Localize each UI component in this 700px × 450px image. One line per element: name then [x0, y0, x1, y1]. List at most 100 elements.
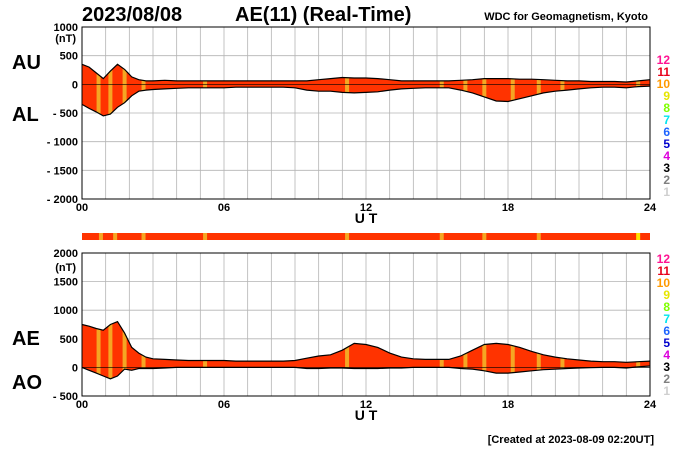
strip-base [82, 233, 650, 240]
x-tick-label: 24 [644, 202, 657, 214]
legend-level-8: 8 [663, 101, 670, 115]
highlight-band [141, 321, 146, 379]
highlight-band [439, 321, 444, 379]
y-unit-label: (nT) [55, 33, 76, 45]
legend-level-4: 4 [663, 348, 670, 362]
highlight-band [345, 321, 350, 379]
series-line-ae [81, 320, 651, 363]
strip-mark [113, 233, 118, 240]
plot-frame [81, 26, 651, 200]
highlight-band [345, 64, 350, 116]
highlight-band [560, 321, 565, 379]
series-line-au [81, 63, 651, 83]
legend-level-6: 6 [663, 324, 670, 338]
legend-level-7: 7 [663, 113, 670, 127]
al-series-label: AL [12, 104, 39, 126]
y-tick-label: 1000 [54, 22, 78, 34]
y-unit-label: (nT) [55, 262, 76, 274]
x-axis-label: U T [355, 407, 378, 423]
highlight-band [463, 321, 468, 379]
legend-level-9: 9 [663, 89, 670, 103]
y-tick-label: - 500 [53, 108, 78, 120]
legend-level-2: 2 [663, 372, 670, 386]
legend-level-1: 1 [663, 384, 670, 398]
highlight-band [108, 64, 113, 116]
strip-mark [98, 233, 103, 240]
x-axis-label: U T [355, 210, 378, 226]
ae-series-label: AE [12, 328, 40, 350]
y-tick-label: 1500 [54, 277, 78, 289]
y-tick-label: - 2000 [47, 194, 78, 206]
highlight-band [482, 64, 487, 116]
x-tick-label: 12 [360, 399, 372, 411]
y-tick-label: 0 [72, 362, 78, 374]
legend-level-9: 9 [663, 288, 670, 302]
y-tick-label: - 500 [53, 391, 78, 403]
strip-mark [636, 233, 641, 240]
au-series-label: AU [12, 52, 41, 74]
legend-level-2: 2 [663, 173, 670, 187]
ae-ao-panel: 2000 1500 1000 500 0 - 500 (nT) 00 06 12 18 24 U T [53, 248, 657, 423]
legend-level-10: 10 [657, 276, 671, 290]
activity-level-strip [82, 233, 650, 240]
y-tick-label: - 1000 [47, 137, 78, 149]
strip-mark [203, 233, 208, 240]
legend-level-5: 5 [663, 336, 670, 350]
highlight-band [510, 64, 515, 116]
legend-level-8: 8 [663, 300, 670, 314]
strip-mark [345, 233, 350, 240]
x-tick-label: 06 [218, 202, 230, 214]
legend-level-11: 11 [657, 264, 670, 278]
highlight-band [96, 321, 101, 379]
created-timestamp: [Created at 2023-08-09 02:20UT] [487, 434, 654, 446]
series-line-ao [81, 365, 651, 380]
y-tick-label: 500 [60, 51, 78, 63]
chart-title: AE(11) (Real-Time) [235, 4, 412, 26]
strip-mark [439, 233, 444, 240]
highlight-band [636, 321, 641, 379]
legend-level-3: 3 [663, 161, 670, 175]
x-tick-label: 18 [502, 399, 514, 411]
date-label: 2023/08/08 [82, 4, 183, 26]
highlight-band [510, 321, 515, 379]
legend-level-12: 12 [657, 252, 671, 266]
legend-level-4: 4 [663, 149, 670, 163]
highlight-band [122, 321, 127, 379]
strip-mark [141, 233, 146, 240]
x-tick-label: 06 [218, 399, 230, 411]
y-tick-label: 500 [60, 334, 78, 346]
x-tick-label: 12 [360, 202, 372, 214]
x-tick-label: 24 [644, 399, 657, 411]
legend-level-10: 10 [657, 77, 671, 91]
highlight-band [482, 321, 487, 379]
legend-level-5: 5 [663, 137, 670, 151]
legend-level-1: 1 [663, 185, 670, 199]
plot-frame [81, 252, 651, 397]
highlight-band [108, 321, 113, 379]
y-tick-label: 1000 [54, 305, 78, 317]
activity-area [82, 321, 650, 379]
legend-level-12: 12 [657, 53, 671, 67]
x-tick-label: 00 [76, 202, 88, 214]
y-tick-label: - 1500 [47, 165, 78, 177]
legend-level-6: 6 [663, 125, 670, 139]
highlight-band [536, 321, 541, 379]
ao-series-label: AO [12, 372, 42, 394]
x-tick-label: 18 [502, 202, 514, 214]
y-tick-label: 2000 [54, 248, 78, 260]
highlight-band [96, 64, 101, 116]
strip-mark [482, 233, 487, 240]
series-line-al [81, 85, 651, 117]
highlight-band [203, 321, 208, 379]
strip-mark [536, 233, 541, 240]
highlight-band [536, 64, 541, 116]
legend-level-11: 11 [657, 65, 670, 79]
highlight-band [122, 64, 127, 116]
highlight-band [463, 64, 468, 116]
activity-area [82, 64, 650, 116]
legend-level-7: 7 [663, 312, 670, 326]
legend-level-3: 3 [663, 360, 670, 374]
